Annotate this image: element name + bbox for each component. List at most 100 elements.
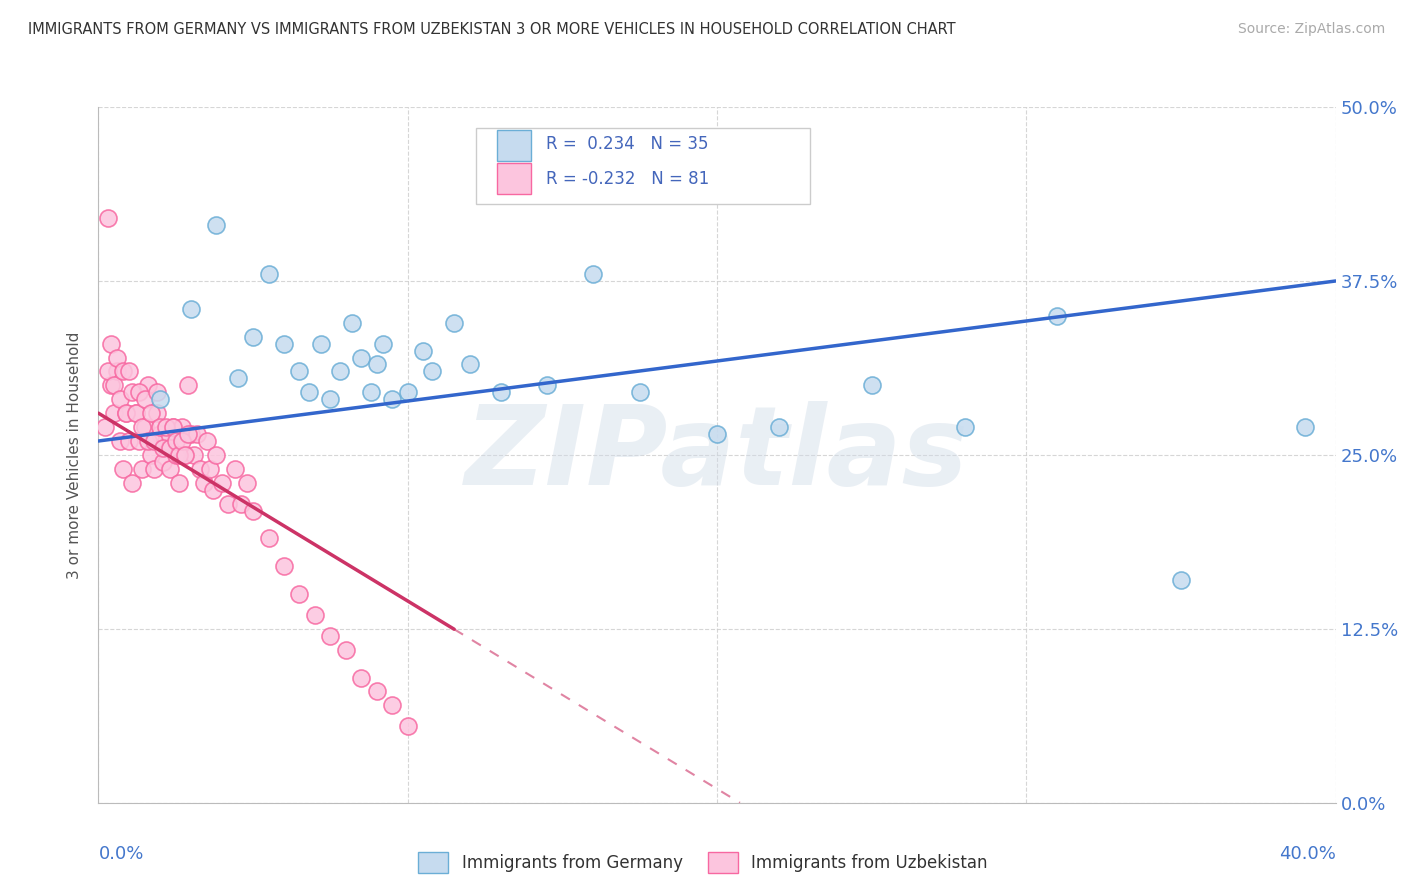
Point	[170, 420, 193, 434]
Point	[242, 329, 264, 343]
Text: 0.0%: 0.0%	[98, 845, 143, 863]
Point	[155, 434, 177, 448]
Point	[146, 406, 169, 420]
Point	[131, 462, 153, 476]
Point	[139, 448, 162, 462]
Point	[319, 392, 342, 407]
Point	[105, 351, 128, 365]
Point	[183, 448, 205, 462]
Point	[162, 420, 184, 434]
Point	[1294, 420, 1316, 434]
Point	[108, 392, 131, 407]
Point	[628, 385, 651, 400]
Point	[860, 378, 883, 392]
Point	[167, 448, 190, 462]
Point	[165, 434, 187, 448]
Point	[128, 434, 150, 448]
Point	[108, 434, 131, 448]
FancyBboxPatch shape	[475, 128, 810, 204]
Point	[105, 364, 128, 378]
Point	[100, 378, 122, 392]
Point	[329, 364, 352, 378]
Point	[180, 427, 202, 442]
Point	[118, 434, 141, 448]
Point	[236, 475, 259, 490]
Point	[112, 462, 135, 476]
Point	[335, 642, 357, 657]
Point	[224, 462, 246, 476]
Point	[97, 364, 120, 378]
Text: 40.0%: 40.0%	[1279, 845, 1336, 863]
Point	[100, 336, 122, 351]
Point	[103, 406, 125, 420]
Point	[146, 385, 169, 400]
Point	[489, 385, 512, 400]
Point	[124, 406, 146, 420]
Point	[304, 607, 326, 622]
Bar	[496, 130, 531, 161]
Text: Source: ZipAtlas.com: Source: ZipAtlas.com	[1237, 22, 1385, 37]
Point	[536, 378, 558, 392]
Text: ZIPatlas: ZIPatlas	[465, 401, 969, 508]
Point	[422, 364, 444, 378]
Point	[340, 316, 363, 330]
Point	[167, 475, 190, 490]
Point	[211, 475, 233, 490]
Point	[121, 475, 143, 490]
Point	[443, 316, 465, 330]
Point	[174, 448, 197, 462]
Point	[582, 267, 605, 281]
Text: R = -0.232   N = 81: R = -0.232 N = 81	[547, 169, 710, 187]
Y-axis label: 3 or more Vehicles in Household: 3 or more Vehicles in Household	[67, 331, 83, 579]
Point	[298, 385, 321, 400]
Point	[103, 378, 125, 392]
Point	[1046, 309, 1069, 323]
Point	[205, 219, 228, 233]
Point	[288, 364, 311, 378]
Point	[97, 211, 120, 226]
Point	[1170, 573, 1192, 587]
Point	[412, 343, 434, 358]
Point	[159, 462, 181, 476]
Point	[139, 406, 162, 420]
Point	[381, 392, 404, 407]
Point	[131, 420, 153, 434]
Point	[177, 378, 200, 392]
Point	[366, 358, 388, 372]
Bar	[496, 162, 531, 194]
Point	[360, 385, 382, 400]
Point	[136, 378, 159, 392]
Point	[190, 462, 212, 476]
Point	[149, 420, 172, 434]
Point	[229, 497, 252, 511]
Point	[193, 475, 215, 490]
Text: IMMIGRANTS FROM GERMANY VS IMMIGRANTS FROM UZBEKISTAN 3 OR MORE VEHICLES IN HOUS: IMMIGRANTS FROM GERMANY VS IMMIGRANTS FR…	[28, 22, 956, 37]
Point	[186, 427, 208, 442]
Point	[706, 427, 728, 442]
Point	[198, 462, 221, 476]
Point	[136, 434, 159, 448]
Point	[149, 427, 172, 442]
Point	[768, 420, 790, 434]
Point	[350, 351, 373, 365]
Point	[143, 434, 166, 448]
Point	[273, 336, 295, 351]
Point	[159, 441, 181, 455]
Point	[309, 336, 332, 351]
Point	[134, 392, 156, 407]
Point	[458, 358, 481, 372]
Point	[226, 371, 249, 385]
Point	[396, 385, 419, 400]
Point	[143, 462, 166, 476]
Point	[93, 420, 115, 434]
Point	[170, 434, 193, 448]
Point	[257, 532, 280, 546]
Point	[371, 336, 394, 351]
Point	[396, 719, 419, 733]
Point	[165, 448, 187, 462]
Point	[152, 455, 174, 469]
Point	[350, 671, 373, 685]
Point	[288, 587, 311, 601]
Point	[273, 559, 295, 574]
Point	[953, 420, 976, 434]
